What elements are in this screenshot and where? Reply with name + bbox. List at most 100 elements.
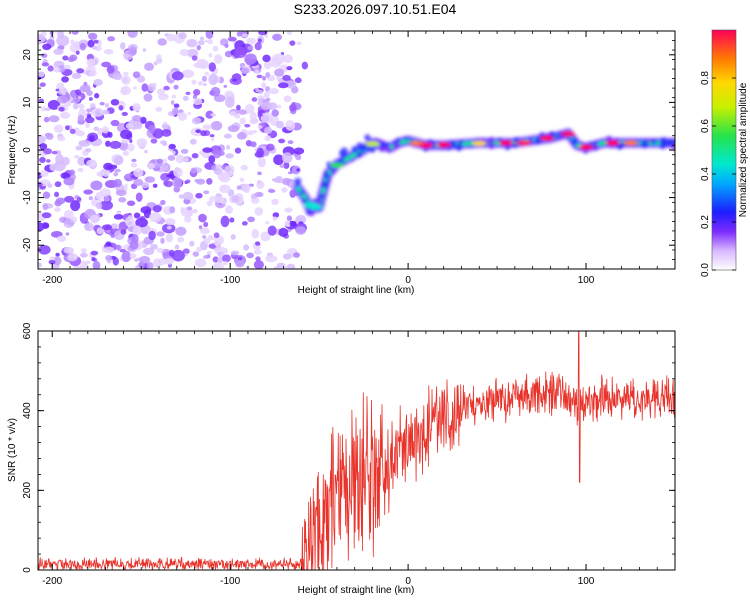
noise-speck bbox=[222, 254, 231, 263]
noise-speck bbox=[189, 138, 197, 145]
snr-x-tick-label: 100 bbox=[578, 576, 595, 587]
noise-speck bbox=[294, 77, 302, 84]
noise-speck bbox=[275, 175, 284, 184]
signal-blob bbox=[364, 134, 371, 141]
noise-speck bbox=[278, 138, 286, 144]
noise-speck bbox=[156, 88, 166, 95]
noise-speck bbox=[209, 195, 217, 203]
noise-speck bbox=[155, 54, 162, 60]
noise-speck bbox=[144, 176, 156, 183]
noise-speck bbox=[186, 206, 193, 211]
noise-speck bbox=[116, 244, 121, 251]
noise-speck bbox=[148, 124, 156, 134]
noise-speck bbox=[163, 85, 170, 91]
noise-speck bbox=[142, 48, 147, 52]
noise-speck bbox=[239, 177, 245, 183]
noise-speck bbox=[38, 262, 42, 268]
noise-speck bbox=[47, 183, 53, 188]
noise-speck bbox=[296, 41, 302, 46]
noise-speck bbox=[289, 40, 296, 46]
noise-speck bbox=[262, 54, 271, 63]
noise-speck bbox=[183, 156, 189, 163]
noise-speck bbox=[125, 123, 135, 130]
noise-speck bbox=[110, 119, 120, 127]
noise-speck bbox=[115, 189, 127, 196]
noise-speck bbox=[224, 165, 232, 173]
noise-speck bbox=[63, 209, 74, 220]
noise-speck bbox=[105, 140, 111, 147]
noise-speck bbox=[286, 66, 293, 71]
noise-speck bbox=[198, 59, 210, 70]
noise-speck bbox=[242, 221, 248, 226]
noise-speck bbox=[283, 161, 290, 169]
noise-speckle bbox=[38, 31, 309, 269]
noise-speck bbox=[54, 258, 58, 261]
noise-speck bbox=[136, 75, 146, 83]
noise-speck bbox=[293, 147, 305, 155]
noise-speck bbox=[65, 232, 70, 236]
snr-frame bbox=[37, 330, 676, 571]
noise-speck bbox=[55, 153, 64, 166]
noise-speck bbox=[127, 143, 135, 152]
noise-speck bbox=[287, 140, 294, 145]
noise-speck bbox=[165, 233, 174, 243]
noise-speck bbox=[118, 141, 129, 151]
noise-speck bbox=[69, 128, 76, 135]
noise-speck bbox=[65, 125, 70, 131]
noise-speck bbox=[40, 106, 47, 112]
noise-speck bbox=[62, 55, 69, 61]
noise-speck bbox=[91, 45, 98, 50]
signal-blob bbox=[594, 141, 598, 145]
noise-speck bbox=[54, 124, 64, 133]
noise-speck bbox=[133, 178, 144, 186]
noise-speck bbox=[206, 250, 212, 256]
noise-speck bbox=[91, 256, 96, 262]
noise-speck bbox=[41, 62, 50, 67]
spectrogram-x-tick-label: -200 bbox=[42, 275, 62, 286]
noise-speck bbox=[103, 162, 114, 171]
noise-speck bbox=[106, 65, 115, 74]
bottom-x-label: Height of straight line (km) bbox=[298, 585, 415, 596]
noise-speck bbox=[150, 243, 158, 250]
noise-speck bbox=[279, 164, 285, 168]
noise-speck bbox=[274, 68, 285, 77]
noise-speck bbox=[273, 266, 283, 269]
noise-speck bbox=[237, 256, 243, 261]
noise-speck bbox=[173, 84, 179, 90]
noise-speck bbox=[90, 180, 103, 191]
noise-speck bbox=[120, 229, 127, 235]
noise-speck bbox=[57, 31, 65, 39]
noise-speck bbox=[196, 44, 201, 51]
noise-speck bbox=[77, 167, 84, 173]
signal-blob bbox=[488, 142, 496, 150]
noise-speck bbox=[45, 159, 51, 163]
noise-speck bbox=[55, 252, 60, 257]
noise-speck bbox=[254, 69, 259, 75]
signal-blob bbox=[647, 138, 652, 143]
noise-speck bbox=[93, 39, 99, 44]
noise-speck bbox=[75, 145, 83, 151]
noise-speck bbox=[67, 56, 75, 63]
noise-speck bbox=[175, 226, 187, 236]
noise-speck bbox=[213, 149, 222, 159]
noise-speck bbox=[87, 39, 95, 48]
snr-line bbox=[38, 331, 675, 570]
signal-blob bbox=[385, 146, 391, 152]
noise-speck bbox=[118, 105, 124, 111]
noise-speck bbox=[49, 34, 55, 41]
noise-speck bbox=[206, 200, 213, 207]
noise-speck bbox=[210, 137, 215, 142]
spectrogram-y-tick-label: 20 bbox=[22, 49, 33, 61]
noise-speck bbox=[254, 191, 264, 198]
noise-speck bbox=[207, 39, 213, 45]
noise-speck bbox=[293, 252, 301, 258]
noise-speck bbox=[101, 224, 113, 231]
noise-speck bbox=[110, 98, 120, 106]
noise-speck bbox=[89, 214, 100, 224]
signal-blob bbox=[323, 172, 330, 179]
noise-speck bbox=[178, 112, 188, 121]
signal-blob bbox=[394, 145, 398, 149]
noise-speck bbox=[77, 156, 87, 166]
noise-speck bbox=[223, 84, 228, 88]
